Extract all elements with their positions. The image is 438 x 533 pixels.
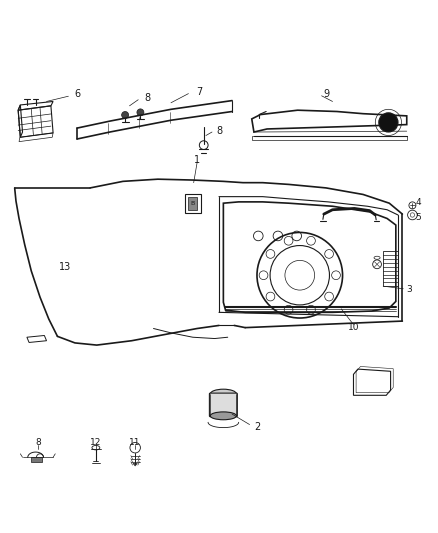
Bar xyxy=(185,193,201,213)
FancyBboxPatch shape xyxy=(209,393,237,417)
Text: 8: 8 xyxy=(144,93,150,103)
Bar xyxy=(31,457,42,462)
Text: 4: 4 xyxy=(415,198,421,207)
Polygon shape xyxy=(133,463,138,466)
Text: 12: 12 xyxy=(90,438,102,447)
Text: 10: 10 xyxy=(348,323,359,332)
Text: 8: 8 xyxy=(35,438,41,447)
Text: 6: 6 xyxy=(74,89,80,99)
Circle shape xyxy=(137,109,144,116)
Circle shape xyxy=(379,113,398,132)
Bar xyxy=(188,197,197,210)
Text: 7: 7 xyxy=(196,87,202,97)
Ellipse shape xyxy=(210,412,237,420)
Text: 3: 3 xyxy=(406,285,412,294)
Ellipse shape xyxy=(210,389,237,399)
Bar xyxy=(383,251,398,286)
Text: 1: 1 xyxy=(194,155,200,165)
Text: 2: 2 xyxy=(254,422,260,432)
Text: 9: 9 xyxy=(323,88,329,99)
Text: 11: 11 xyxy=(129,438,141,447)
Text: 8: 8 xyxy=(216,126,222,136)
Text: B: B xyxy=(191,201,195,206)
Text: 13: 13 xyxy=(59,262,71,271)
Circle shape xyxy=(122,111,129,118)
Text: 5: 5 xyxy=(415,213,421,222)
